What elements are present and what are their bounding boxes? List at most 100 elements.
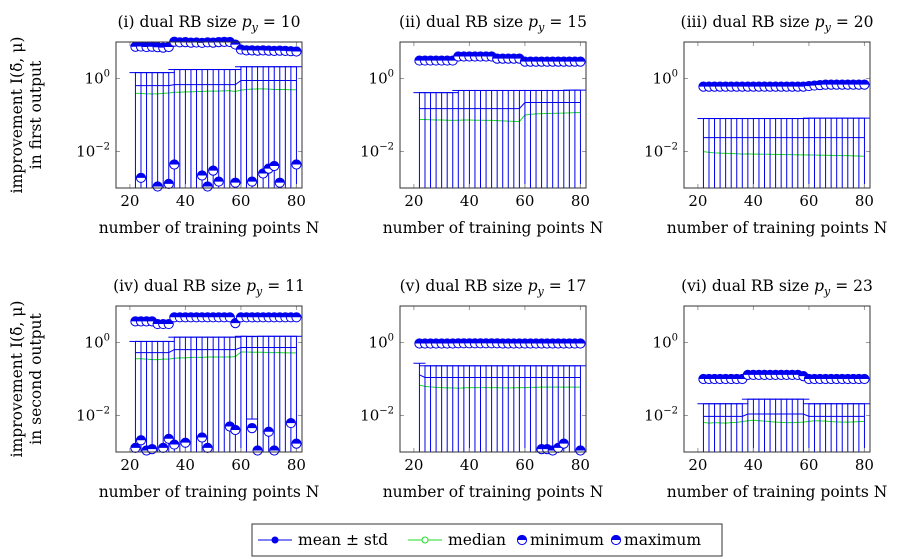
x-tick-label: 60 [799,456,818,474]
minimum-marker-fill [208,165,218,171]
median-line [135,351,297,361]
x-tick-label: 20 [404,456,423,474]
title-subscript: y [537,21,545,34]
y-tick-base: 10 [369,70,388,88]
x-tick-label: 20 [120,456,139,474]
y-tick-label: 100 [653,333,678,352]
y-tick-exponent: 0 [388,69,394,80]
x-tick-label: 40 [460,456,479,474]
maximum-marker-fill [859,80,870,85]
y-tick-base: 10 [76,143,95,161]
minimum-marker-fill [197,170,207,176]
minimum-marker-fill [286,418,296,424]
y-tick-base: 10 [360,407,379,425]
legend-maximum-marker [610,534,622,546]
minimum-marker [274,177,285,188]
y-tick-base: 10 [653,70,672,88]
minimum-marker-fill [247,176,257,182]
minimum-marker-fill [269,161,279,167]
x-axis-label: number of training points N [383,219,604,237]
legend-box [251,523,723,557]
y-tick-base: 10 [85,70,104,88]
subplot-title: (ii) dual RB size py = 15 [399,13,587,34]
title-variable: p [528,277,538,295]
y-tick-label: 10−2 [360,142,394,161]
x-tick-label: 20 [404,192,423,210]
legend-mean-label: mean ± std [298,531,388,549]
median-line [419,384,581,389]
minimum-marker-fill [147,444,157,450]
plot-area [413,89,586,188]
minimum-marker-fill [252,445,263,451]
y-tick-exponent: −2 [95,142,110,153]
x-tick-label: 60 [231,192,250,210]
x-tick-label: 20 [688,456,707,474]
y-tick-label: 100 [653,69,678,88]
x-tick-label: 80 [855,456,874,474]
x-tick-label: 40 [744,192,763,210]
title-value: = 15 [549,13,587,31]
plot-area [129,335,302,452]
x-tick-label: 20 [120,192,139,210]
minimum-marker [252,445,263,456]
minimum-marker [230,424,241,436]
minimum-marker [208,165,219,176]
title-subscript: y [824,21,832,34]
y-tick-exponent: 0 [104,333,110,344]
x-axis-label: number of training points N [383,483,604,501]
minimum-marker-fill [214,176,224,182]
title-prefix: (ii) dual RB size [399,13,523,31]
minimum-marker-fill [158,443,168,448]
title-prefix: (i) dual RB size [118,13,237,31]
minimum-marker [146,444,158,455]
minimum-marker [575,445,586,456]
plot-frame [683,305,871,453]
x-tick-label: 80 [571,192,590,210]
x-tick-label: 40 [744,456,763,474]
y-tick-exponent: 0 [672,333,678,344]
title-prefix: (iii) dual RB size [681,13,810,31]
minimum-marker-fill [169,159,179,165]
x-tick-label: 60 [799,192,818,210]
maximum-marker [575,56,586,67]
maximum-marker [291,312,302,323]
y-tick-exponent: 0 [672,69,678,80]
title-value: = 23 [835,277,873,295]
y-axis-label-line1: improvement I(δ̃, μ) [8,301,26,458]
x-axis-label: number of training points N [667,483,888,501]
plot-frame [115,41,303,189]
minimum-marker-fill [203,443,213,448]
y-axis-label-line2: in first output [27,60,45,169]
minimum-marker [169,159,180,170]
legend-maximum-marker-fill [611,535,621,540]
plot-area [697,398,870,452]
title-variable: p [814,277,824,295]
title-prefix: (vi) dual RB size [681,277,809,295]
title-value: = 10 [263,13,301,31]
title-subscript: y [251,21,259,34]
y-tick-exponent: −2 [95,406,110,417]
maximum-marker-fill [514,54,524,59]
plot-area [697,117,870,188]
x-axis-label: number of training points N [667,219,888,237]
minimum-marker [130,442,141,453]
y-axis-label: improvement I(δ̃, μ) in second output [8,301,45,458]
minimum-marker-fill [264,427,274,432]
minimum-marker-fill [169,439,179,445]
maximum-marker-fill [575,338,586,344]
minimum-marker [196,170,208,181]
minimum-marker [269,445,280,456]
median-line [419,112,581,123]
y-tick-exponent: −2 [663,406,678,417]
minimum-marker-fill [230,178,240,183]
maximum-marker [291,46,302,57]
x-tick-label: 80 [287,456,306,474]
mean-line [135,346,297,354]
x-tick-label: 60 [515,192,534,210]
y-tick-label: 100 [369,69,394,88]
y-tick-base: 10 [653,334,672,352]
minimum-marker-fill [180,438,191,443]
